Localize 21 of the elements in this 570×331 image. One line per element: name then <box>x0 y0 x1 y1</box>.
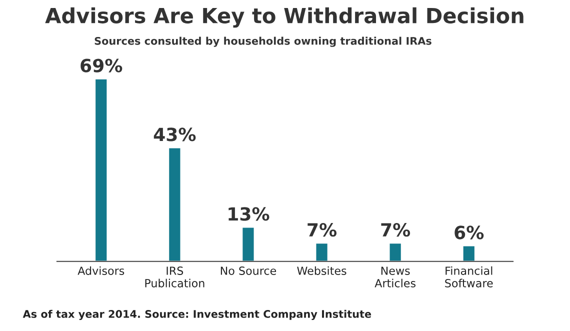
bar <box>462 244 476 262</box>
bar <box>388 242 402 262</box>
x-tick-label: IRS Publication <box>145 266 204 288</box>
text: As of tax year 2014. Source: Investment Company Institute <box>22 310 372 320</box>
bar <box>241 226 256 262</box>
x-tick-label: News Articles <box>374 266 416 288</box>
data-label: 13% <box>228 207 270 221</box>
chart-subtitle: Sources consulted by households owning traditional IRAs <box>94 36 432 47</box>
data-label: 7% <box>308 223 337 237</box>
x-tick-label: Financial Software <box>445 266 493 288</box>
bar <box>314 242 329 262</box>
bar <box>168 146 182 262</box>
x-tick-label: Advisors <box>78 266 124 275</box>
data-label: 43% <box>154 128 196 142</box>
bar <box>94 78 108 262</box>
data-label: 69% <box>80 58 122 72</box>
data-label: 7% <box>381 223 410 237</box>
x-tick-label: Websites <box>297 266 346 275</box>
x-tick-label: No Source <box>220 266 276 275</box>
chart-title: Advisors Are Key to Withdrawal Decision <box>45 7 524 28</box>
data-label: 6% <box>454 226 484 240</box>
